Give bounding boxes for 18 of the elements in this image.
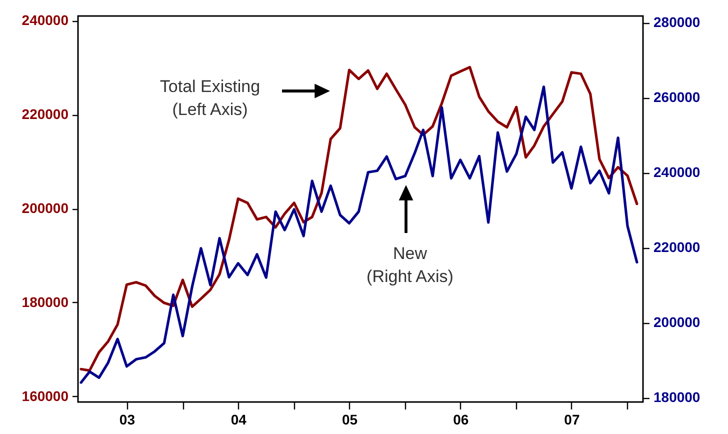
y2-tick-label: 240000 bbox=[654, 164, 700, 180]
y2-tick-label: 280000 bbox=[654, 14, 700, 30]
y2-tick-label: 220000 bbox=[654, 239, 700, 256]
y2-tick-label: 180000 bbox=[654, 389, 700, 406]
y2-tick-label: 200000 bbox=[654, 314, 700, 330]
annotation: Total Existing (Left Axis) bbox=[160, 77, 260, 119]
x-tick-label: 04 bbox=[230, 412, 247, 428]
annotation: New (Right Axis) bbox=[366, 244, 454, 286]
x-tick-label: 06 bbox=[453, 412, 469, 428]
y-tick-label: 220000 bbox=[22, 106, 69, 122]
y-tick-label: 160000 bbox=[22, 388, 69, 404]
x-tick-label: 05 bbox=[342, 412, 358, 428]
x-tick-label: 07 bbox=[564, 412, 580, 428]
y-tick-label: 180000 bbox=[22, 294, 69, 310]
y-tick-label: 240000 bbox=[22, 12, 69, 28]
x-tick-label: 03 bbox=[119, 412, 136, 428]
y-tick-label: 200000 bbox=[22, 200, 69, 216]
y2-tick-label: 260000 bbox=[654, 89, 700, 106]
